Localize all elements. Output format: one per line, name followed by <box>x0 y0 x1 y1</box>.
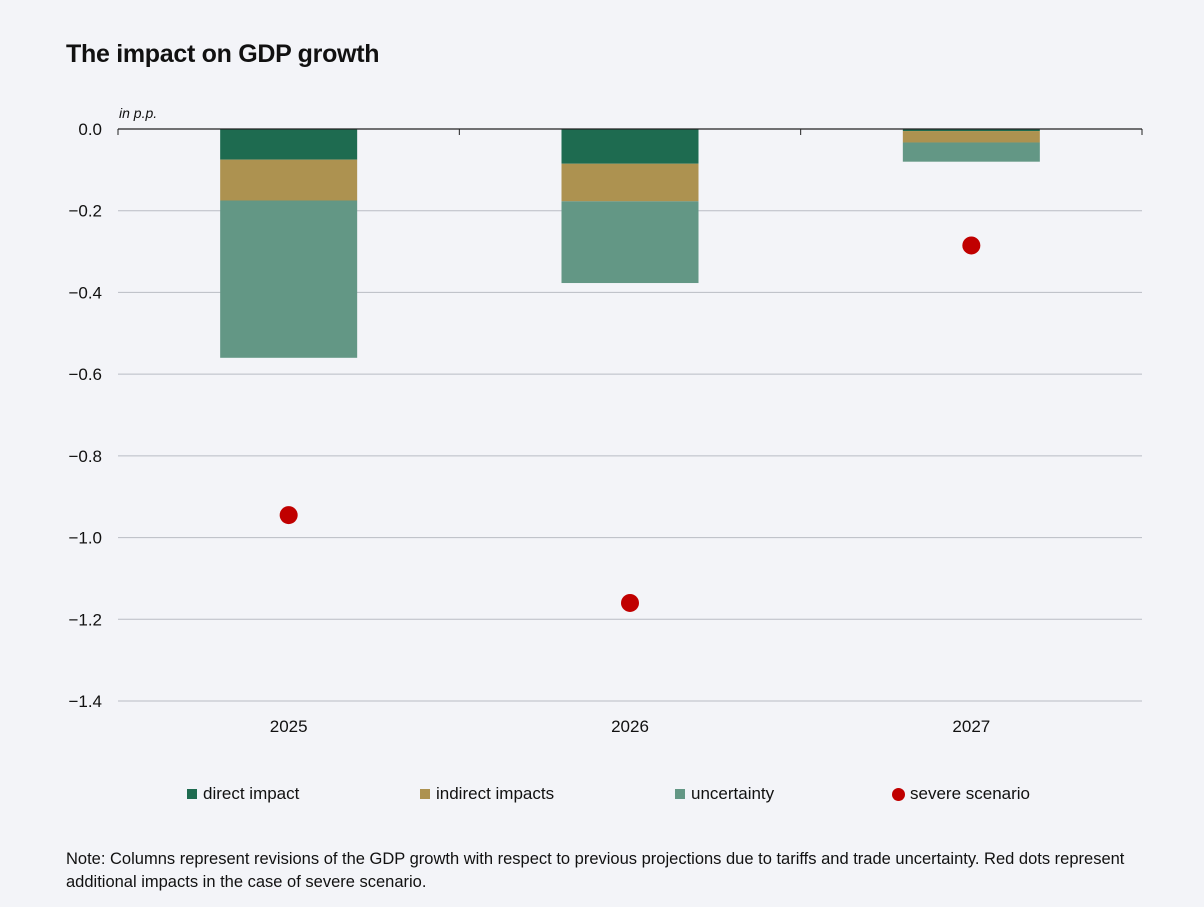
bar-indirect-impacts-2026 <box>561 163 699 202</box>
legend-swatch-uncertainty <box>675 789 685 799</box>
severe-scenario-dot-2026 <box>621 593 639 612</box>
y-tick-label: −1.0 <box>68 529 102 548</box>
bar-direct-impact-2026 <box>561 129 699 164</box>
y-tick-label: −1.4 <box>68 692 102 711</box>
bar-indirect-impacts-2025 <box>220 159 358 201</box>
x-tick-label: 2027 <box>952 717 990 736</box>
legend-item-uncertainty: uncertainty <box>675 784 774 804</box>
legend-label-uncertainty: uncertainty <box>691 784 775 803</box>
legend-item-direct-impact: direct impact <box>187 784 299 804</box>
severe-scenario-dot-2025 <box>279 506 298 525</box>
x-tick-label: 2026 <box>611 717 649 736</box>
bar-direct-impact-2025 <box>220 129 358 160</box>
y-tick-label: 0.0 <box>78 120 102 139</box>
y-tick-label: −0.4 <box>68 283 102 302</box>
chart-title: The impact on GDP growth <box>66 40 380 68</box>
y-tick-label: −1.2 <box>68 610 102 629</box>
y-axis-unit-label: in p.p. <box>119 105 157 121</box>
x-tick-label: 2025 <box>270 717 308 736</box>
y-tick-label: −0.6 <box>68 365 102 384</box>
legend-label-direct-impact: direct impact <box>203 784 300 803</box>
legend-swatch-indirect-impacts <box>420 789 430 799</box>
legend: direct impact indirect impacts uncertain… <box>0 784 1204 806</box>
bar-uncertainty-2027 <box>902 142 1040 162</box>
bar-direct-impact-2027 <box>902 129 1040 132</box>
bar-uncertainty-2025 <box>220 200 358 358</box>
legend-label-indirect-impacts: indirect impacts <box>436 784 555 803</box>
legend-item-indirect-impacts: indirect impacts <box>420 784 554 804</box>
bar-uncertainty-2026 <box>561 201 699 284</box>
y-tick-label: −0.8 <box>68 447 102 466</box>
legend-label-severe-scenario: severe scenario <box>910 784 1031 803</box>
bar-indirect-impacts-2027 <box>902 131 1040 143</box>
legend-swatch-severe-scenario <box>892 787 905 801</box>
legend-swatch-direct-impact <box>187 789 197 799</box>
chart-note: Note: Columns represent revisions of the… <box>66 850 1125 891</box>
legend-item-severe-scenario: severe scenario <box>892 784 1030 804</box>
y-tick-label: −0.2 <box>68 202 102 221</box>
severe-scenario-dot-2027 <box>962 236 981 255</box>
